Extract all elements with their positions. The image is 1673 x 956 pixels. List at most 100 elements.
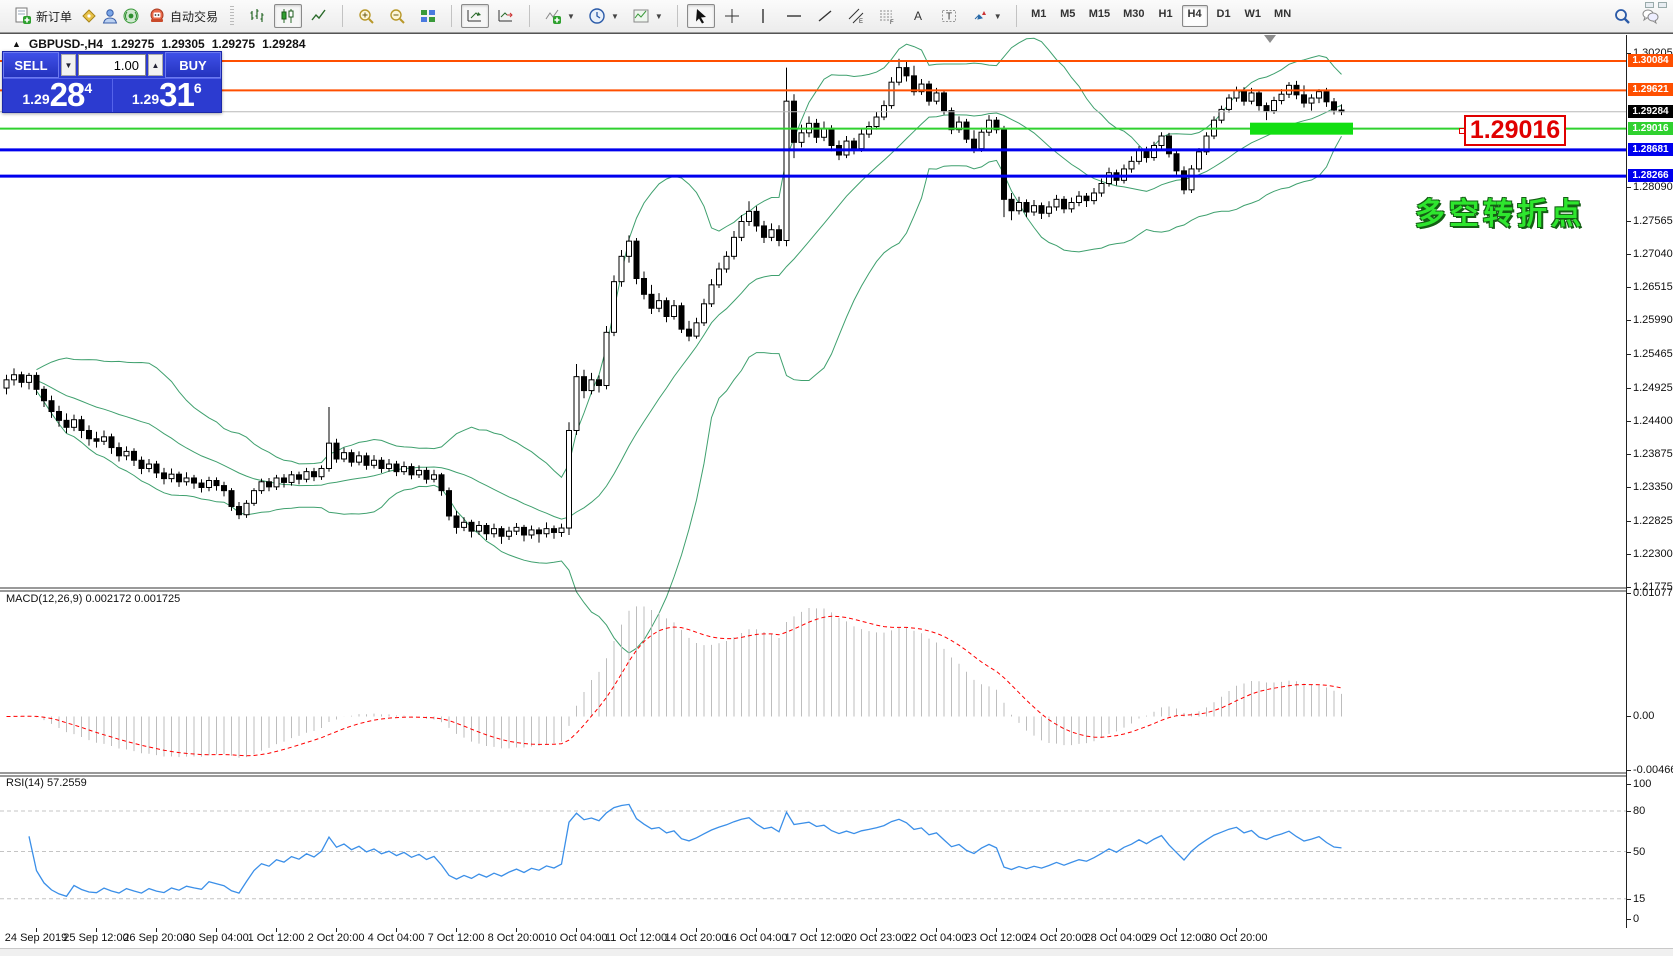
pivot-highlight-bar[interactable] (1250, 122, 1353, 135)
line-chart-button[interactable] (305, 4, 333, 28)
timeframe-button-h4[interactable]: H4 (1181, 5, 1208, 27)
cursor-icon (692, 7, 710, 25)
search-icon[interactable] (1613, 7, 1631, 25)
indicators-button[interactable]: ▼ (539, 4, 580, 28)
price-badge-pivot[interactable]: 1.29016 (1628, 121, 1673, 135)
timeframe-button-w1[interactable]: W1 (1244, 8, 1262, 20)
arrows-button[interactable]: ▼ (966, 4, 1007, 28)
sell-button[interactable]: SELL (3, 52, 59, 78)
candle-bullish (401, 466, 407, 473)
price-badge-resistance[interactable]: 1.29621 (1628, 83, 1673, 97)
volume-down-button[interactable]: ▼ (61, 54, 76, 76)
volume-up-button[interactable]: ▲ (148, 54, 163, 76)
candle-bullish (1218, 108, 1225, 121)
timeframe-button-m30[interactable]: M30 (1123, 8, 1145, 20)
vertical-line-button[interactable] (749, 4, 777, 28)
chart-shift-button[interactable] (492, 4, 520, 28)
timeframe-button-m15[interactable]: M15 (1088, 8, 1111, 20)
candle-bearish (948, 110, 955, 131)
zoom-out-button[interactable] (383, 4, 411, 28)
time-tick (276, 928, 277, 932)
candle-bullish (1031, 205, 1037, 213)
minimize-icon[interactable] (1645, 2, 1654, 8)
price-axis[interactable]: 1.302051.280901.275651.270401.265151.259… (1626, 35, 1673, 928)
candle-bearish (1173, 153, 1180, 172)
text-label-button[interactable]: T (935, 4, 963, 28)
time-tick (876, 928, 877, 932)
chart-shift-marker-icon[interactable] (1264, 35, 1276, 43)
restore-icon[interactable] (1658, 2, 1667, 8)
auto-scroll-button[interactable] (461, 4, 490, 28)
candle-bearish (453, 515, 460, 528)
time-tick-label: 2 Oct 20:00 (307, 932, 365, 944)
equidistant-channel-button[interactable]: E (842, 4, 870, 28)
crosshair-button[interactable] (718, 4, 746, 28)
history-icon[interactable] (80, 7, 98, 25)
auto-trading-button[interactable]: 自动交易 (143, 4, 223, 28)
candle-bearish (176, 473, 182, 483)
buy-price-sup: 6 (193, 80, 202, 96)
timeframe-button-m1[interactable]: M1 (1031, 8, 1047, 20)
horizontal-line-button[interactable] (780, 4, 808, 28)
sell-price-sup: 4 (84, 80, 93, 96)
fibonacci-button[interactable]: F (873, 4, 901, 28)
candle-bearish (363, 455, 370, 466)
timeframe-button-h1[interactable]: H1 (1158, 8, 1173, 20)
new-order-button[interactable]: 新订单 (9, 4, 77, 28)
trend-line-button[interactable] (811, 4, 839, 28)
price-tick-label: 1.25465 (1633, 347, 1673, 360)
time-tick (1176, 928, 1177, 932)
turning-point-annotation[interactable]: 多空转折点 (1415, 198, 1585, 231)
price-badge-current[interactable]: 1.29284 (1628, 104, 1673, 118)
text-button[interactable]: A (904, 4, 932, 28)
candle-bullish (708, 284, 715, 305)
candle-bearish (393, 463, 400, 473)
timeframe-button-d1[interactable]: D1 (1216, 8, 1231, 20)
time-tick-label: 17 Oct 12:00 (784, 932, 848, 944)
signals-icon[interactable] (122, 7, 140, 25)
candle-bullish (243, 502, 250, 516)
profile-icon[interactable] (101, 7, 119, 25)
pivot-price-callout[interactable]: 1.29016 (1464, 115, 1566, 146)
axis-tick (1627, 420, 1631, 422)
chat-icon[interactable] (1641, 7, 1659, 25)
buy-button[interactable]: BUY (165, 52, 221, 78)
time-axis[interactable]: 24 Sep 2019 25 Sep 12:00 26 Sep 20:00 30 Se… (0, 928, 1673, 948)
price-badge-resistance[interactable]: 1.30084 (1628, 54, 1673, 68)
candle-bearish (641, 277, 647, 295)
candlestick-button[interactable] (274, 4, 303, 28)
tile-windows-button[interactable] (414, 4, 442, 28)
candle-bullish (258, 481, 265, 492)
timeframe-button-mn[interactable]: MN (1274, 8, 1292, 20)
templates-button[interactable]: ▼ (627, 4, 668, 28)
bar-chart-button[interactable] (243, 4, 271, 28)
sell-price[interactable]: 1.29 28 4 (3, 78, 112, 112)
candle-bullish (11, 374, 17, 381)
candle-bearish (1038, 205, 1045, 214)
price-plot[interactable] (0, 35, 1626, 928)
candle-bullish (933, 92, 940, 102)
candle-bearish (1001, 129, 1007, 200)
chart-area[interactable]: ▲ GBPUSD-,H4 1.29275 1.29305 1.29275 1.2… (0, 33, 1673, 956)
timeframe-button-m5[interactable]: M5 (1060, 8, 1076, 20)
candle-bearish (521, 526, 527, 536)
axis-tick (1627, 770, 1631, 771)
candle-bullish (1136, 149, 1142, 162)
window-buttons[interactable] (1645, 2, 1667, 8)
periods-button[interactable]: ▼ (583, 4, 624, 28)
price-badge-support[interactable]: 1.28681 (1628, 142, 1673, 156)
price-badge-support[interactable]: 1.28266 (1628, 169, 1673, 183)
candle-bearish (438, 474, 445, 492)
cursor-button[interactable] (686, 4, 715, 28)
candle-bearish (1256, 92, 1262, 107)
volume-input[interactable]: 1.00 (78, 54, 146, 76)
axis-tick (1627, 253, 1631, 255)
candle-bullish (1121, 168, 1127, 181)
candle-bullish (513, 526, 520, 532)
candle-bearish (56, 410, 62, 421)
buy-price[interactable]: 1.29 31 6 (111, 78, 221, 112)
axis-tick (1627, 53, 1631, 55)
timeframe-group: M1 M5 M15 M30 H1 H4 D1 W1 MN (1021, 2, 1301, 30)
zoom-in-button[interactable] (352, 4, 380, 28)
